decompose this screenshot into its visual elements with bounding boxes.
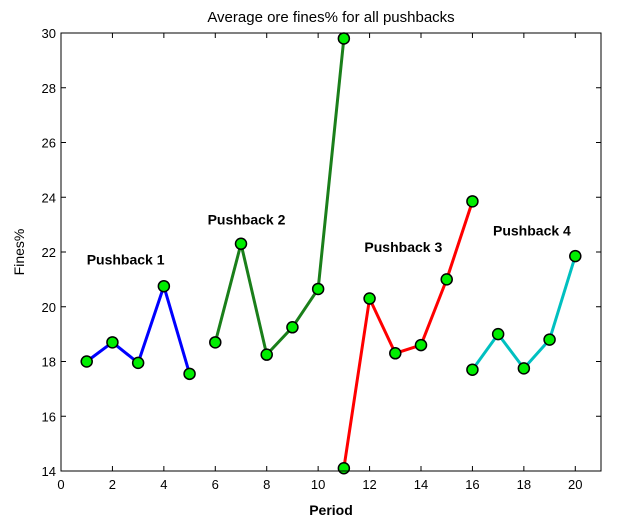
x-tick-label: 20	[568, 477, 582, 492]
y-tick-label: 22	[42, 245, 56, 260]
chart-title: Average ore fines% for all pushbacks	[207, 9, 454, 26]
y-tick-label: 18	[42, 355, 56, 370]
y-tick-label: 24	[42, 190, 56, 205]
series-4	[466, 249, 582, 376]
data-point	[337, 462, 351, 475]
series-1	[80, 279, 196, 381]
x-tick-label: 6	[212, 477, 219, 492]
data-point	[80, 355, 93, 368]
x-tick-label: 10	[311, 477, 325, 492]
x-tick-label: 16	[465, 477, 479, 492]
data-point	[569, 249, 582, 263]
annotation-label: Pushback 3	[364, 239, 442, 255]
y-tick-label: 20	[42, 300, 56, 315]
annotation-label: Pushback 2	[208, 212, 286, 228]
x-axis-label: Period	[309, 502, 353, 518]
y-axis-label: Fines%	[11, 229, 27, 276]
data-point	[234, 237, 248, 251]
data-point	[337, 32, 351, 45]
data-point	[389, 347, 402, 360]
data-point	[311, 282, 325, 296]
data-point	[466, 363, 479, 376]
data-point	[466, 195, 479, 208]
x-tick-label: 4	[160, 477, 167, 492]
y-tick-label: 28	[42, 81, 56, 96]
data-point	[209, 336, 222, 349]
data-point	[260, 348, 273, 361]
data-point	[157, 279, 171, 293]
y-tick-label: 16	[42, 409, 56, 424]
data-point	[131, 356, 145, 370]
annotation-label: Pushback 4	[493, 223, 571, 239]
data-point	[363, 292, 376, 305]
data-point	[106, 336, 119, 349]
series-line	[342, 200, 474, 469]
data-point	[491, 327, 505, 341]
x-tick-label: 8	[263, 477, 270, 492]
plot-frame	[60, 32, 602, 472]
series-layer	[80, 32, 582, 475]
y-tick-label: 26	[42, 136, 56, 151]
series-line	[471, 255, 577, 371]
x-tick-label: 18	[517, 477, 531, 492]
annotation-label: Pushback 1	[87, 251, 165, 267]
y-tick-label: 14	[42, 464, 56, 479]
series-2	[209, 32, 351, 361]
x-tick-label: 2	[109, 477, 116, 492]
data-point	[440, 273, 453, 286]
data-point	[517, 362, 531, 375]
data-point	[183, 367, 196, 381]
annotation-layer: Pushback 1 Pushback 2 Pushback 3 Pushback 4	[87, 212, 571, 268]
series-line	[213, 38, 346, 357]
x-tick-label: 12	[362, 477, 376, 492]
data-point	[286, 321, 299, 334]
data-point	[543, 333, 556, 346]
x-tick-label: 0	[57, 477, 64, 492]
y-tick-label: 30	[42, 26, 56, 41]
x-tick-label: 14	[414, 477, 428, 492]
data-point	[414, 338, 428, 352]
series-3	[337, 195, 479, 475]
